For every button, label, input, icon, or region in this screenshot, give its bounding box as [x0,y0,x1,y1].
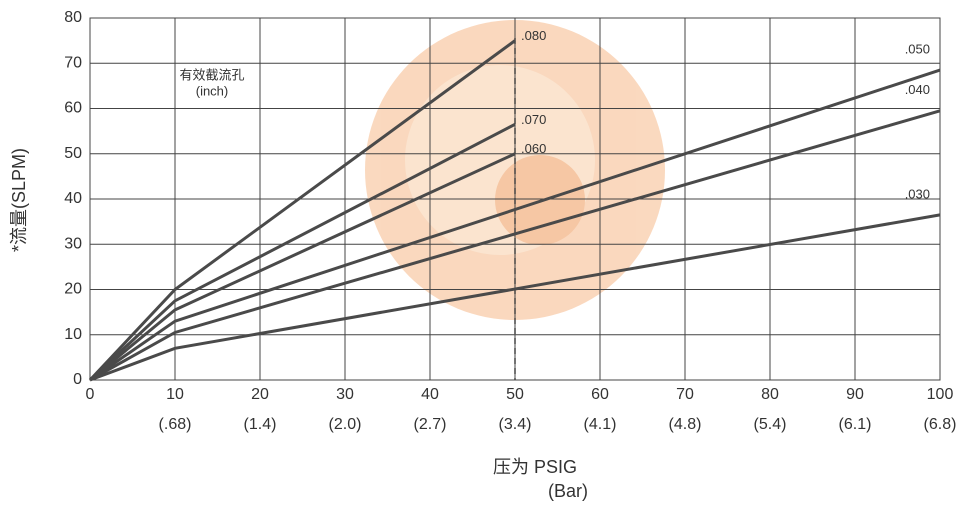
series-line [89,109,941,382]
secondary-x-tick-label: (1.4) [244,416,277,433]
y-tick-label: 80 [64,9,82,26]
series-label: .080 [521,28,546,43]
series-label: .030 [905,186,930,201]
series-label: .050 [905,41,930,56]
secondary-x-tick-label: (6.1) [839,416,872,433]
legend-subtitle: (inch) [196,83,229,98]
series-label: .040 [905,82,930,97]
series-line [88,123,516,382]
y-tick-label: 30 [64,235,82,252]
y-tick-label: 20 [64,281,82,298]
y-tick-label: 60 [64,100,82,117]
series-line [89,152,516,382]
x-tick-label: 90 [846,386,864,403]
x-tick-label: 10 [166,386,184,403]
y-axis-title: *流量(SLPM) [9,148,29,252]
series-label: .060 [521,141,546,156]
y-tick-label: 40 [64,190,82,207]
series-label: .070 [521,112,546,127]
y-tick-label: 50 [64,145,82,162]
secondary-x-tick-label: (4.8) [669,416,702,433]
secondary-x-tick-label: (5.4) [754,416,787,433]
series-line [89,213,941,382]
secondary-x-tick-label: (.68) [159,416,192,433]
series-line [89,68,941,382]
x-tick-label: 80 [761,386,779,403]
x-axis-title: 压为 PSIG [493,457,577,477]
x-tick-label: 30 [336,386,354,403]
x-tick-label: 60 [591,386,609,403]
secondary-x-tick-label: (2.0) [329,416,362,433]
x-tick-label: 100 [927,386,954,403]
y-tick-label: 10 [64,326,82,343]
x-tick-label: 50 [506,386,524,403]
x-axis-subtitle: (Bar) [548,481,588,501]
x-tick-label: 40 [421,386,439,403]
x-tick-label: 20 [251,386,269,403]
secondary-x-tick-label: (2.7) [414,416,447,433]
y-tick-label: 70 [64,54,82,71]
secondary-x-tick-label: (6.8) [924,416,957,433]
secondary-x-tick-label: (3.4) [499,416,532,433]
y-tick-label: 0 [73,371,82,388]
x-tick-label: 70 [676,386,694,403]
series-line [88,39,516,382]
x-tick-label: 0 [86,386,95,403]
secondary-x-tick-label: (4.1) [584,416,617,433]
legend-title: 有效截流孔 [179,67,244,82]
